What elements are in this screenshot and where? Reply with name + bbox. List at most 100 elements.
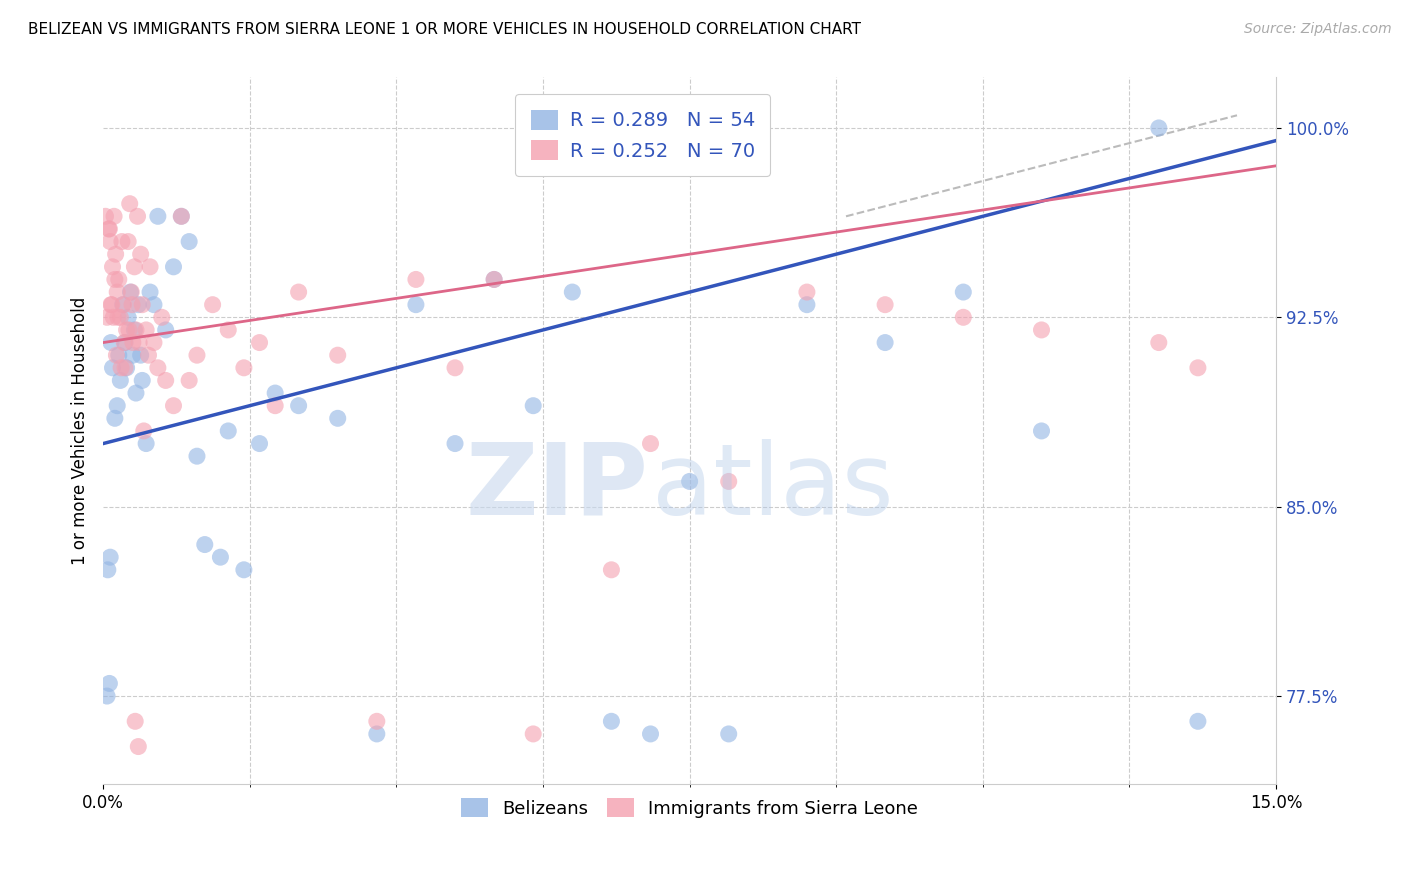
Point bbox=[129, 348, 152, 362]
Point bbox=[127, 210, 149, 224]
Point bbox=[96, 689, 118, 703]
Point bbox=[139, 285, 162, 299]
Point bbox=[162, 399, 184, 413]
Point bbox=[875, 335, 897, 350]
Point bbox=[101, 360, 124, 375]
Point bbox=[796, 298, 818, 312]
Point bbox=[366, 727, 388, 741]
Point bbox=[194, 537, 217, 551]
Point bbox=[107, 272, 129, 286]
Point bbox=[146, 360, 169, 375]
Point bbox=[120, 285, 142, 299]
Point bbox=[1147, 120, 1170, 135]
Point bbox=[155, 323, 177, 337]
Text: BELIZEAN VS IMMIGRANTS FROM SIERRA LEONE 1 OR MORE VEHICLES IN HOUSEHOLD CORRELA: BELIZEAN VS IMMIGRANTS FROM SIERRA LEONE… bbox=[28, 22, 860, 37]
Point bbox=[98, 222, 121, 236]
Point bbox=[124, 323, 146, 337]
Point bbox=[121, 348, 143, 362]
Point bbox=[117, 310, 139, 325]
Point bbox=[796, 285, 818, 299]
Point bbox=[97, 563, 120, 577]
Point bbox=[217, 424, 239, 438]
Point bbox=[405, 298, 427, 312]
Point bbox=[127, 298, 149, 312]
Point bbox=[98, 235, 121, 249]
Point bbox=[124, 260, 146, 274]
Point bbox=[201, 298, 224, 312]
Point bbox=[111, 298, 134, 312]
Point bbox=[405, 272, 427, 286]
Point bbox=[105, 399, 128, 413]
Point bbox=[118, 323, 141, 337]
Point bbox=[96, 310, 118, 325]
Point bbox=[143, 335, 166, 350]
Point bbox=[217, 323, 239, 337]
Point bbox=[717, 727, 740, 741]
Point bbox=[287, 399, 309, 413]
Point bbox=[129, 247, 152, 261]
Point bbox=[110, 360, 132, 375]
Point bbox=[162, 260, 184, 274]
Point bbox=[264, 399, 287, 413]
Point bbox=[170, 210, 193, 224]
Point bbox=[444, 436, 467, 450]
Point bbox=[482, 272, 505, 286]
Text: atlas: atlas bbox=[652, 439, 894, 536]
Point bbox=[107, 348, 129, 362]
Point bbox=[117, 235, 139, 249]
Point bbox=[287, 285, 309, 299]
Point bbox=[132, 424, 155, 438]
Point bbox=[640, 436, 662, 450]
Point bbox=[121, 298, 143, 312]
Point bbox=[186, 348, 208, 362]
Point bbox=[326, 411, 349, 425]
Point bbox=[110, 310, 132, 325]
Point bbox=[146, 210, 169, 224]
Point bbox=[150, 310, 173, 325]
Point bbox=[94, 210, 117, 224]
Point bbox=[170, 210, 193, 224]
Point bbox=[103, 310, 125, 325]
Point bbox=[232, 563, 254, 577]
Point bbox=[98, 676, 121, 690]
Point bbox=[138, 348, 160, 362]
Y-axis label: 1 or more Vehicles in Household: 1 or more Vehicles in Household bbox=[72, 297, 89, 565]
Point bbox=[131, 373, 153, 387]
Point bbox=[98, 550, 121, 565]
Point bbox=[100, 298, 122, 312]
Point bbox=[522, 727, 544, 741]
Point bbox=[952, 285, 974, 299]
Point bbox=[104, 272, 127, 286]
Point bbox=[249, 436, 271, 450]
Text: Source: ZipAtlas.com: Source: ZipAtlas.com bbox=[1244, 22, 1392, 37]
Point bbox=[600, 714, 623, 729]
Point bbox=[640, 727, 662, 741]
Point bbox=[1187, 714, 1209, 729]
Point bbox=[111, 235, 134, 249]
Point bbox=[100, 335, 122, 350]
Point bbox=[112, 298, 135, 312]
Point bbox=[875, 298, 897, 312]
Point bbox=[444, 360, 467, 375]
Point bbox=[131, 298, 153, 312]
Point bbox=[104, 247, 127, 261]
Point bbox=[121, 335, 143, 350]
Point bbox=[112, 335, 135, 350]
Point bbox=[600, 563, 623, 577]
Point bbox=[97, 222, 120, 236]
Point bbox=[100, 298, 122, 312]
Point bbox=[115, 360, 138, 375]
Point bbox=[120, 285, 142, 299]
Text: ZIP: ZIP bbox=[465, 439, 648, 536]
Point bbox=[209, 550, 232, 565]
Point bbox=[326, 348, 349, 362]
Point bbox=[179, 235, 201, 249]
Point bbox=[115, 323, 138, 337]
Point bbox=[105, 285, 128, 299]
Point bbox=[114, 335, 136, 350]
Point bbox=[522, 399, 544, 413]
Point bbox=[135, 436, 157, 450]
Point bbox=[139, 260, 162, 274]
Point bbox=[678, 475, 700, 489]
Point bbox=[1031, 424, 1053, 438]
